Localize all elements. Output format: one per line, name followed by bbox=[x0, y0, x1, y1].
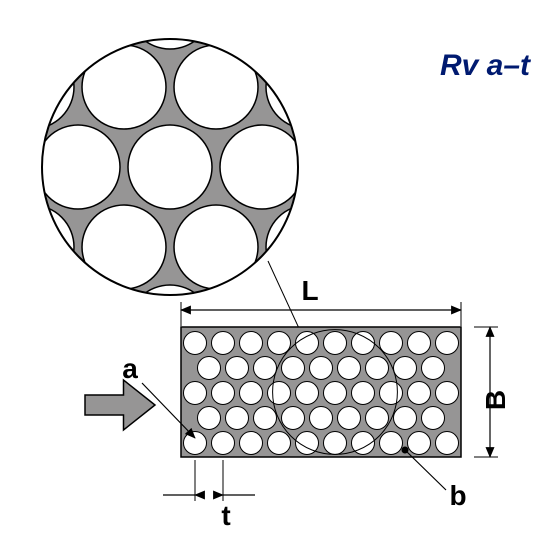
label-B: B bbox=[480, 390, 511, 410]
dimension-t: t bbox=[163, 460, 255, 531]
direction-arrow-icon bbox=[85, 380, 155, 430]
label-b: b bbox=[449, 480, 466, 511]
label-L: L bbox=[301, 275, 318, 306]
detail-view bbox=[0, 0, 442, 369]
perforated-plate bbox=[181, 327, 461, 457]
dimension-B: B bbox=[474, 327, 511, 457]
diagram-title: Rv a–t bbox=[440, 49, 532, 82]
label-a: a bbox=[122, 353, 138, 384]
label-t: t bbox=[221, 500, 230, 531]
